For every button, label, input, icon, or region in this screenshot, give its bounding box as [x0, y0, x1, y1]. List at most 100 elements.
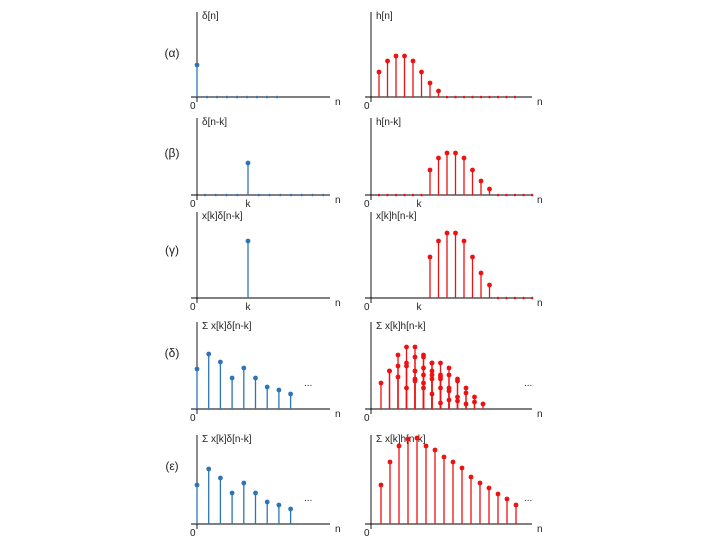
stem-head [404, 385, 409, 391]
stem-head [276, 387, 282, 393]
stem-head [436, 238, 441, 244]
stem-head [402, 53, 407, 59]
zero-sample [403, 193, 406, 197]
zero-sample [454, 95, 457, 99]
zero-sample [479, 95, 483, 99]
stem-head [438, 372, 443, 378]
stem-head [253, 375, 258, 381]
zero-sample [496, 296, 500, 300]
origin-label: 0 [364, 413, 370, 424]
stem-head [218, 475, 223, 481]
y-label: Σ x[k]h[n-k] [376, 434, 426, 445]
stem-head [421, 365, 426, 371]
stem-head [444, 150, 450, 156]
axis-label: n [335, 97, 341, 108]
stem-head [419, 69, 424, 75]
zero-sample [505, 193, 508, 197]
stem-head [396, 443, 402, 449]
stem-head [414, 435, 420, 441]
stem-head [453, 150, 458, 156]
axis-label: n [335, 524, 341, 535]
stem-head [453, 230, 458, 236]
k-label: k [246, 302, 252, 313]
stem-head [405, 436, 411, 442]
zero-sample [488, 95, 491, 99]
stem-head [427, 254, 433, 260]
y-label: x[k]δ[n-k] [202, 211, 243, 222]
stem-head [470, 254, 475, 260]
stem-head [194, 482, 200, 488]
stem-head [480, 401, 486, 407]
zero-sample [215, 95, 219, 99]
stem-head [387, 368, 392, 374]
zero-sample [522, 193, 525, 197]
k-label: k [417, 199, 423, 210]
stem-head [241, 365, 247, 371]
stem-head [486, 485, 492, 491]
ellipsis: ... [524, 378, 532, 389]
origin-label: 0 [364, 199, 370, 210]
stem-head [487, 186, 492, 192]
stem-head [468, 474, 474, 480]
stem-head [427, 80, 433, 86]
axis-label: n [335, 195, 341, 206]
zero-sample [245, 95, 249, 99]
axis-label: n [537, 298, 543, 309]
zero-sample [411, 193, 415, 197]
zero-sample [377, 193, 381, 197]
stem-head [395, 374, 401, 380]
zero-sample [203, 193, 207, 197]
stem-head [450, 459, 456, 465]
k-label: k [417, 302, 423, 313]
axis-label: n [335, 298, 341, 309]
stem-head [461, 155, 467, 161]
stem-head [412, 344, 418, 350]
zero-sample [225, 95, 229, 99]
row-label: (ε) [165, 459, 178, 473]
stem-head [194, 366, 200, 372]
zero-sample [289, 193, 293, 197]
stem-head [385, 58, 390, 64]
zero-sample [321, 193, 325, 197]
stem-head [421, 354, 426, 360]
row-label: (γ) [165, 243, 179, 257]
stem-head [288, 391, 293, 397]
y-label: Σ x[k]δ[n-k] [202, 434, 252, 445]
y-label: δ[n] [202, 11, 219, 22]
stem-head [264, 499, 270, 505]
origin-label: 0 [364, 302, 370, 313]
stem-head [427, 167, 433, 173]
origin-label: 0 [364, 101, 370, 112]
stem-head [444, 230, 450, 236]
axis-label: n [537, 409, 543, 420]
zero-sample [513, 296, 517, 300]
stem-head [412, 378, 418, 384]
axis-label: n [537, 524, 543, 535]
stem-head [436, 155, 441, 161]
stem-head [376, 69, 382, 75]
axis-label: n [537, 97, 543, 108]
stem-head [478, 270, 484, 276]
stem-head [378, 380, 384, 386]
stem-head [423, 443, 429, 449]
zero-sample [205, 95, 209, 99]
zero-sample [235, 95, 239, 99]
stem-head [245, 238, 251, 244]
stem-head [229, 490, 235, 496]
zero-sample [530, 193, 534, 197]
stem-head [487, 282, 492, 288]
stem-head [288, 506, 293, 512]
ellipsis: ... [304, 493, 312, 504]
origin-label: 0 [190, 413, 196, 424]
zero-sample [471, 95, 474, 99]
zero-sample [278, 193, 282, 197]
stem-head [504, 496, 510, 502]
k-label: k [246, 199, 252, 210]
zero-sample [394, 193, 398, 197]
stem-head [393, 53, 399, 59]
origin-label: 0 [190, 199, 196, 210]
origin-label: 0 [190, 101, 196, 112]
stem-head [463, 385, 469, 391]
stem-head [387, 459, 393, 465]
zero-sample [386, 193, 389, 197]
